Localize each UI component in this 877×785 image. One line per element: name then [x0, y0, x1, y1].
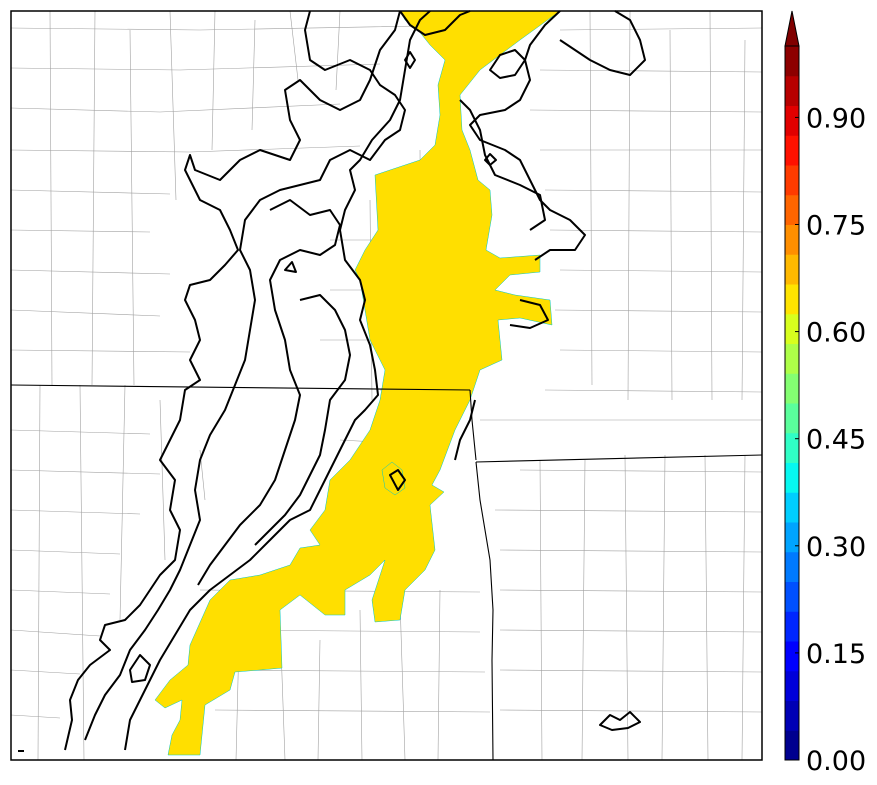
- colorbar-bin: [785, 75, 799, 106]
- colorbar-bin: [785, 581, 799, 612]
- state-boundaries: [10, 384, 763, 761]
- colorbar-tick-label: 0.15: [806, 639, 866, 670]
- colorbar-frame: [784, 45, 800, 761]
- colorbar-bin: [785, 551, 799, 582]
- colorbar-tick-label: 0.00: [806, 746, 866, 777]
- colorbar-bin: [785, 641, 799, 672]
- colorbar-ticks: 0.00 0.15 0.30 0.45 0.60 0.75 0.90: [795, 103, 866, 777]
- county-boundaries: [10, 10, 763, 761]
- colorbar-tick-label: 0.90: [806, 103, 866, 134]
- colorbar-extend-arrow: [784, 10, 800, 47]
- colorbar-bin: [785, 432, 799, 463]
- colorbar-bin: [785, 522, 799, 553]
- colorbar-bin: [785, 46, 799, 77]
- colorbar-bin: [785, 373, 799, 404]
- colorbar-bin: [785, 730, 799, 761]
- colorbar-tick-label: 0.45: [806, 425, 866, 456]
- colorbar-bin: [785, 194, 799, 225]
- colorbar-bin: [785, 611, 799, 642]
- colorbar-tick-label: 0.30: [806, 532, 866, 563]
- colorbar-bin: [785, 224, 799, 255]
- colorbar-bin: [785, 105, 799, 136]
- colorbar-bin: [785, 284, 799, 315]
- colorbar-bin: [785, 670, 799, 701]
- colorbar-bin: [785, 254, 799, 285]
- map-frame: [10, 10, 763, 761]
- colorbar-bin: [785, 700, 799, 731]
- colorbar-bin: [785, 403, 799, 434]
- contour-lines: [18, 10, 646, 752]
- colorbar-bin: [785, 343, 799, 374]
- colorbar-tick-label: 0.60: [806, 318, 866, 349]
- colorbar-bin: [785, 135, 799, 166]
- colorbar-bin: [785, 462, 799, 493]
- colorbar-bin: [785, 165, 799, 196]
- colorbar-bins: [785, 46, 799, 761]
- colorbar-tick-label: 0.75: [806, 211, 866, 242]
- colorbar-bin: [785, 492, 799, 523]
- colorbar-bin: [785, 313, 799, 344]
